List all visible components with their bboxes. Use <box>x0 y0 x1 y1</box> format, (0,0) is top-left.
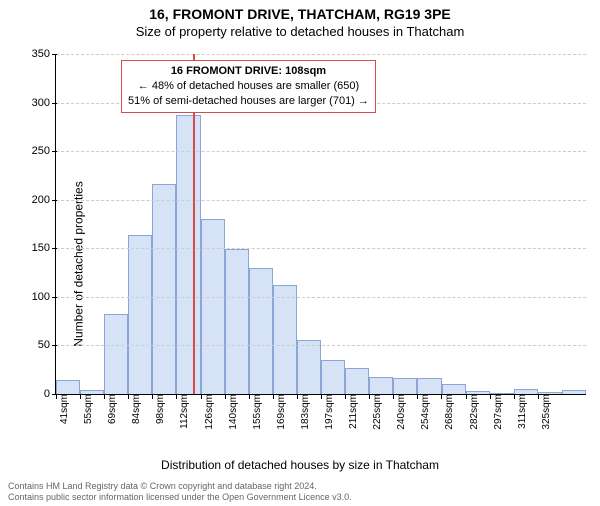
y-tick: 200 <box>32 194 56 206</box>
x-tick: 197sqm <box>320 394 335 430</box>
x-tick: 211sqm <box>344 394 359 429</box>
histogram-bar <box>225 249 249 394</box>
footer-attribution: Contains HM Land Registry data © Crown c… <box>8 481 352 504</box>
histogram-bar <box>249 268 273 394</box>
x-tick: 41sqm <box>55 394 70 424</box>
x-tick: 240sqm <box>392 394 407 430</box>
gridline <box>56 297 586 298</box>
page-subtitle: Size of property relative to detached ho… <box>0 24 600 39</box>
page-title: 16, FROMONT DRIVE, THATCHAM, RG19 3PE <box>0 6 600 22</box>
property-callout: 16 FROMONT DRIVE: 108sqm← 48% of detache… <box>121 60 376 113</box>
plot-area: 05010015020025030035041sqm55sqm69sqm84sq… <box>55 54 586 395</box>
callout-head: 16 FROMONT DRIVE: 108sqm <box>128 64 369 79</box>
histogram-bar <box>442 384 466 394</box>
x-tick: 98sqm <box>151 394 166 424</box>
histogram-bar <box>128 235 152 394</box>
x-axis-label: Distribution of detached houses by size … <box>0 458 600 472</box>
callout-line-3: 51% of semi-detached houses are larger (… <box>128 94 369 109</box>
y-tick: 350 <box>32 48 56 60</box>
gridline <box>56 248 586 249</box>
histogram-bar <box>297 340 321 394</box>
x-tick: 254sqm <box>416 394 431 430</box>
x-tick: 311sqm <box>513 394 528 429</box>
x-tick: 126sqm <box>200 394 215 430</box>
x-tick: 84sqm <box>127 394 142 424</box>
x-tick: 112sqm <box>175 394 190 429</box>
x-tick: 183sqm <box>296 394 311 430</box>
x-tick: 140sqm <box>224 394 239 430</box>
y-tick: 150 <box>32 242 56 254</box>
histogram-bar <box>104 314 128 394</box>
y-tick: 250 <box>32 145 56 157</box>
histogram-bar <box>273 285 297 394</box>
histogram-bar <box>176 115 200 394</box>
y-tick: 300 <box>32 97 56 109</box>
footer-line-2: Contains public sector information licen… <box>8 492 352 504</box>
histogram-bar <box>562 390 586 394</box>
y-tick: 100 <box>32 291 56 303</box>
x-tick: 325sqm <box>537 394 552 430</box>
footer-line-1: Contains HM Land Registry data © Crown c… <box>8 481 352 493</box>
x-tick: 268sqm <box>440 394 455 430</box>
gridline <box>56 151 586 152</box>
histogram-bar <box>152 184 176 394</box>
y-tick: 50 <box>38 339 56 351</box>
callout-line-2: ← 48% of detached houses are smaller (65… <box>128 79 369 94</box>
histogram-bar <box>369 377 393 394</box>
x-tick: 169sqm <box>272 394 287 430</box>
x-tick: 297sqm <box>489 394 504 430</box>
gridline <box>56 54 586 55</box>
x-tick: 155sqm <box>248 394 263 430</box>
x-tick: 225sqm <box>368 394 383 430</box>
x-tick: 282sqm <box>465 394 480 430</box>
gridline <box>56 200 586 201</box>
x-tick: 55sqm <box>79 394 94 424</box>
histogram-bar <box>56 380 80 394</box>
histogram-bar <box>201 219 225 394</box>
histogram-bar <box>345 368 369 394</box>
histogram-bar <box>393 378 417 394</box>
histogram-bar <box>417 378 441 394</box>
chart-container: Number of detached properties 0501001502… <box>0 54 600 474</box>
histogram-bar <box>321 360 345 394</box>
x-tick: 69sqm <box>103 394 118 424</box>
gridline <box>56 345 586 346</box>
